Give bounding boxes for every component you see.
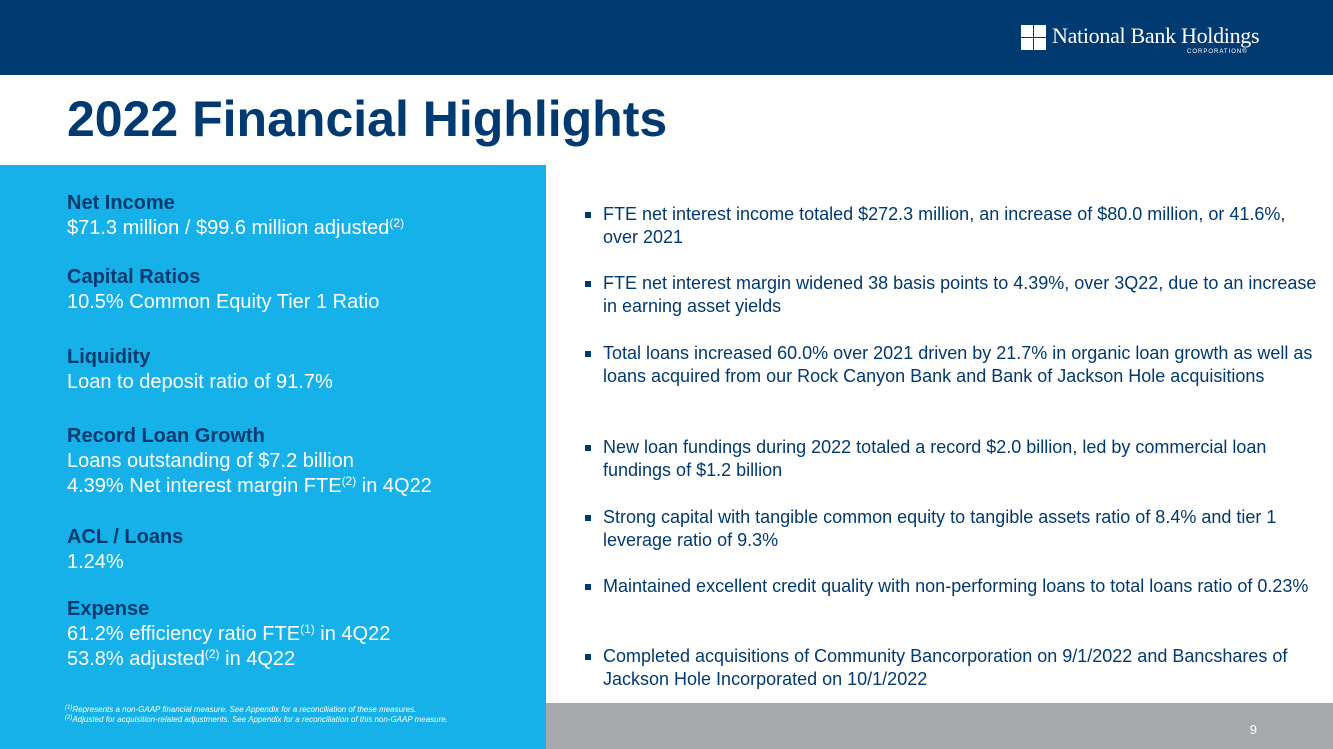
page-title: 2022 Financial Highlights: [67, 91, 668, 147]
bullet-square-icon: [585, 351, 591, 357]
metric-value-text: 1.24%: [67, 551, 124, 573]
metric-block: Expense 61.2% efficiency ratio FTE(1) in …: [67, 597, 537, 672]
footnote-text: Represents a non-GAAP financial measure.…: [72, 705, 417, 714]
metric-heading: Net Income: [67, 192, 175, 214]
logo-subtitle: CORPORATION®: [1187, 49, 1248, 55]
bullet-square-icon: [585, 654, 591, 660]
metric-value: Loans outstanding of $7.2 billion: [67, 449, 537, 474]
footnote-text: Adjusted for acquisition-related adjustm…: [72, 715, 448, 724]
metric-value: 1.24%: [67, 550, 537, 575]
bullet-square-icon: [585, 212, 591, 218]
metric-value: 53.8% adjusted(2) in 4Q22: [67, 647, 537, 672]
bullet-item: Completed acquisitions of Community Banc…: [585, 645, 1320, 691]
metric-block: Record Loan Growth Loans outstanding of $…: [67, 424, 537, 499]
metric-value: 10.5% Common Equity Tier 1 Ratio: [67, 290, 537, 315]
bullet-square-icon: [585, 515, 591, 521]
footnote-line: (2)Adjusted for acquisition-related adju…: [65, 715, 525, 725]
bullet-item: FTE net interest income totaled $272.3 m…: [585, 203, 1320, 249]
footnote-marker: (2): [65, 715, 73, 721]
footnote-marker: (1): [65, 705, 73, 711]
metric-value-suffix: in 4Q22: [356, 475, 432, 497]
metric-block: Capital Ratios 10.5% Common Equity Tier 1…: [67, 265, 537, 315]
metric-value: Loan to deposit ratio of 91.7%: [67, 370, 537, 395]
bullet-text: Maintained excellent credit quality with…: [603, 576, 1309, 596]
bullet-item: Strong capital with tangible common equi…: [585, 506, 1320, 552]
bullet-text: FTE net interest income totaled $272.3 m…: [603, 204, 1286, 247]
bullet-item: FTE net interest margin widened 38 basis…: [585, 272, 1320, 318]
metric-value-suffix: in 4Q22: [314, 623, 391, 645]
metric-value-text: 61.2% efficiency ratio FTE: [67, 623, 301, 645]
logo-name: National Bank Holdings: [1052, 23, 1260, 48]
bullet-item: New loan fundings during 2022 totaled a …: [585, 436, 1320, 482]
metric-value-suffix: in 4Q22: [219, 648, 296, 670]
footnote-marker: (2): [389, 216, 405, 230]
metric-heading: ACL / Loans: [67, 526, 184, 548]
metric-heading: Record Loan Growth: [67, 425, 265, 447]
footnote-marker: (2): [341, 474, 357, 488]
metric-value: 61.2% efficiency ratio FTE(1) in 4Q22: [67, 622, 537, 647]
header-bar: National Bank Holdings CORPORATION®: [0, 0, 1333, 75]
footnote-line: (1)Represents a non-GAAP financial measu…: [65, 705, 525, 715]
bullet-square-icon: [585, 445, 591, 451]
bullet-square-icon: [585, 281, 591, 287]
metric-value-text: $71.3 million / $99.6 million adjusted: [67, 217, 390, 239]
metric-heading: Expense: [67, 598, 150, 620]
metric-value-text: 53.8% adjusted: [67, 648, 205, 670]
highlights-panel: [0, 165, 546, 749]
metric-block: Liquidity Loan to deposit ratio of 91.7%: [67, 345, 537, 395]
metric-value: $71.3 million / $99.6 million adjusted(2…: [67, 216, 537, 241]
footnote-marker: (2): [204, 647, 220, 661]
footnote-marker: (1): [300, 622, 315, 636]
page-number: 9: [1249, 722, 1257, 737]
footer-bar: [546, 703, 1333, 749]
bullet-square-icon: [585, 584, 591, 590]
logo-mark-icon: [1021, 25, 1046, 50]
metric-value-text: Loans outstanding of $7.2 billion: [67, 450, 354, 472]
bullet-item: Total loans increased 60.0% over 2021 dr…: [585, 342, 1320, 388]
bullet-text: FTE net interest margin widened 38 basis…: [603, 273, 1317, 316]
bullet-text: New loan fundings during 2022 totaled a …: [603, 437, 1267, 480]
metric-block: ACL / Loans 1.24%: [67, 525, 537, 575]
bullet-text: Total loans increased 60.0% over 2021 dr…: [603, 343, 1313, 386]
metric-heading: Capital Ratios: [67, 266, 201, 288]
metric-block: Net Income $71.3 million / $99.6 million …: [67, 191, 537, 241]
metric-value-text: 10.5% Common Equity Tier 1 Ratio: [67, 291, 380, 313]
metric-value: 4.39% Net interest margin FTE(2) in 4Q22: [67, 474, 537, 499]
bullet-item: Maintained excellent credit quality with…: [585, 575, 1320, 598]
metric-value-text: 4.39% Net interest margin FTE: [67, 475, 342, 497]
bullet-text: Completed acquisitions of Community Banc…: [603, 646, 1288, 689]
metric-heading: Liquidity: [67, 346, 151, 368]
bullet-text: Strong capital with tangible common equi…: [603, 507, 1277, 550]
footnotes: (1)Represents a non-GAAP financial measu…: [65, 705, 525, 725]
metric-value-text: Loan to deposit ratio of 91.7%: [67, 371, 333, 393]
